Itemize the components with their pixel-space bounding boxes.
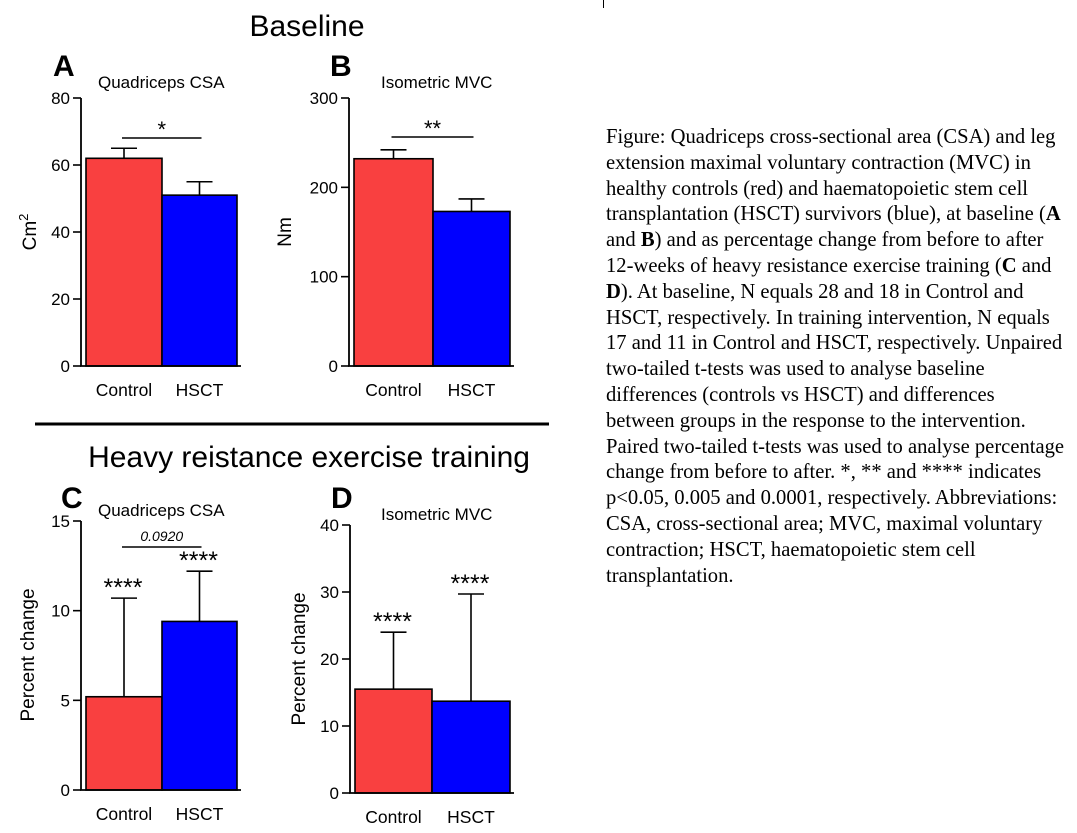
top-edge-mark bbox=[603, 0, 604, 8]
significance-stars: **** bbox=[373, 608, 412, 636]
y-tick-label: 80 bbox=[51, 89, 70, 108]
panel-letter: B bbox=[330, 50, 352, 83]
y-tick-label: 5 bbox=[61, 691, 70, 710]
chart-title: Quadriceps CSA bbox=[98, 501, 225, 520]
caption-panel-ref: B bbox=[640, 229, 655, 252]
chart-panel-b: B Isometric MVC Nm Control HSCT 0 100 200 300 ** bbox=[275, 50, 514, 400]
x-tick-label: HSCT bbox=[176, 804, 224, 824]
x-tick-label: Control bbox=[96, 804, 152, 824]
chart-panel-d: D Isometric MVC Percent change Control **** H… bbox=[289, 482, 514, 827]
bar-hsct bbox=[431, 700, 511, 794]
y-tick-label: 0 bbox=[330, 784, 339, 803]
x-tick-label: Control bbox=[365, 380, 421, 400]
y-axis-label-text: Percent change bbox=[18, 588, 39, 721]
y-tick-label: 200 bbox=[310, 178, 338, 197]
y-tick-label: 30 bbox=[320, 583, 339, 602]
significance-stars: **** bbox=[104, 574, 143, 602]
comparison-label: 0.0920 bbox=[140, 528, 183, 544]
y-tick-label: 60 bbox=[51, 156, 70, 175]
y-axis-label-text: Cm bbox=[20, 221, 41, 251]
chart-title: Isometric MVC bbox=[381, 73, 492, 92]
y-tick-label: 0 bbox=[61, 357, 70, 376]
bar-control bbox=[85, 695, 163, 791]
bar-hsct bbox=[161, 194, 238, 367]
y-tick-label: 0 bbox=[329, 357, 338, 376]
caption-text: ). At baseline, N equals 28 and 18 in Co… bbox=[606, 280, 1065, 587]
x-tick-label: HSCT bbox=[176, 380, 224, 400]
x-tick-label: HSCT bbox=[448, 380, 496, 400]
section-title-baseline: Baseline bbox=[249, 10, 364, 43]
caption-text: and bbox=[1016, 254, 1052, 277]
y-tick-label: 20 bbox=[320, 650, 339, 669]
y-axis-label-superscript: 2 bbox=[16, 214, 31, 221]
comparison-label: ** bbox=[424, 116, 442, 141]
figure-caption: Figure: Quadriceps cross-sectional area … bbox=[606, 125, 1068, 589]
caption-text: and bbox=[606, 229, 641, 252]
y-tick-label: 40 bbox=[51, 223, 70, 242]
y-tick-label: 15 bbox=[51, 512, 70, 531]
y-tick-label: 40 bbox=[320, 516, 339, 535]
y-axis-label: Cm2 bbox=[16, 214, 41, 251]
x-tick-label: HSCT bbox=[447, 807, 495, 827]
section-title-training: Heavy reistance exercise training bbox=[88, 441, 530, 474]
y-tick-label: 100 bbox=[310, 268, 338, 287]
chart-title: Quadriceps CSA bbox=[98, 73, 225, 92]
caption-text: ) and as percentage change from before t… bbox=[606, 229, 1044, 277]
bar-control bbox=[353, 157, 434, 367]
chart-panel-c: C Quadriceps CSA Percent change Control ****… bbox=[18, 482, 241, 824]
y-axis-label-text: Percent change bbox=[289, 592, 310, 725]
caption-panel-ref: A bbox=[1045, 203, 1061, 226]
y-tick-label: 10 bbox=[51, 602, 70, 621]
caption-panel-ref: D bbox=[606, 280, 621, 303]
y-axis-label: Percent change bbox=[289, 592, 310, 725]
x-tick-label: Control bbox=[365, 807, 421, 827]
y-tick-label: 20 bbox=[51, 290, 70, 309]
chart-title: Isometric MVC bbox=[381, 505, 492, 524]
significance-stars: **** bbox=[179, 547, 218, 575]
bar-hsct bbox=[432, 210, 511, 367]
caption-panel-ref: C bbox=[1001, 254, 1017, 277]
y-axis-label: Percent change bbox=[18, 588, 39, 721]
y-tick-label: 0 bbox=[61, 781, 70, 800]
comparison-label: * bbox=[157, 117, 166, 142]
panel-letter: D bbox=[331, 482, 353, 515]
panel-letter: C bbox=[61, 482, 83, 515]
y-axis-label-text: Nm bbox=[275, 217, 296, 247]
y-axis-label: Nm bbox=[275, 217, 296, 247]
bar-control bbox=[354, 688, 433, 794]
x-tick-label: Control bbox=[96, 380, 152, 400]
bar-hsct bbox=[161, 620, 238, 791]
bar-control bbox=[85, 157, 163, 367]
chart-panel-a: A Quadriceps CSA Cm2 Control HSCT 0 20 40 60 80 * bbox=[16, 50, 241, 400]
caption-text: Figure: Quadriceps cross-sectional area … bbox=[606, 126, 1056, 226]
y-tick-label: 300 bbox=[310, 89, 338, 108]
y-tick-label: 10 bbox=[320, 717, 339, 736]
significance-stars: **** bbox=[451, 570, 490, 598]
panel-letter: A bbox=[53, 50, 75, 83]
